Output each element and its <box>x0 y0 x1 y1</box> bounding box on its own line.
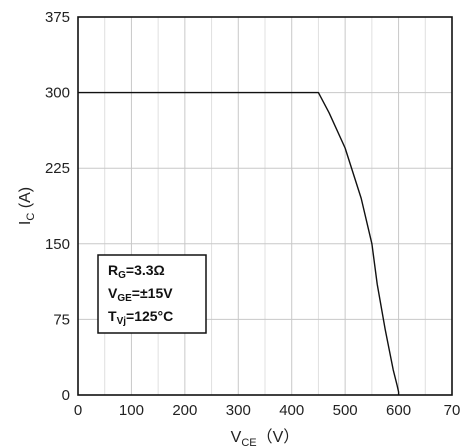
annotation-tvj: TVj=125°C <box>108 308 173 327</box>
annotation-tvj-sub: Vj <box>117 316 127 327</box>
x-tick-label: 600 <box>386 402 411 419</box>
annotation-vge-value: =±15V <box>132 285 173 301</box>
conditions-annotation: RG=3.3Ω VGE=±15V TVj=125°C <box>97 254 207 334</box>
annotation-vge: VGE=±15V <box>108 285 173 304</box>
y-axis-title: IC (A) <box>17 187 37 225</box>
annotation-vge-sub: GE <box>117 293 132 304</box>
grid-layer <box>78 17 452 395</box>
y-axis-title-unit: (A) <box>17 187 34 213</box>
x-axis-title-sub: CE <box>241 437 256 448</box>
annotation-tvj-value: =125°C <box>126 308 173 324</box>
y-tick-label: 150 <box>45 236 70 253</box>
y-tick-labels: 0 75 150 225 300 375 <box>45 9 70 404</box>
x-axis-title: VCE（V） <box>231 428 300 448</box>
y-tick-label: 75 <box>53 311 70 328</box>
x-tick-label: 200 <box>172 402 197 419</box>
annotation-rg-value: =3.3Ω <box>126 262 165 278</box>
y-tick-label: 375 <box>45 9 70 26</box>
series-layer <box>78 91 400 395</box>
plot-frame <box>77 16 453 396</box>
x-tick-label: 70 <box>444 402 461 419</box>
x-tick-label: 100 <box>119 402 144 419</box>
annotation-rg: RG=3.3Ω <box>108 262 165 281</box>
x-tick-label: 300 <box>226 402 251 419</box>
annotation-tvj-main: T <box>108 308 117 324</box>
annotation-box-border <box>97 254 207 334</box>
annotation-rg-sub: G <box>118 270 126 281</box>
x-axis-title-unit: （V） <box>257 428 300 446</box>
annotation-vge-main: V <box>108 285 118 301</box>
x-tick-label: 0 <box>74 402 82 419</box>
x-axis-title-main: V <box>231 429 242 446</box>
y-tick-label: 300 <box>45 85 70 102</box>
y-tick-label: 225 <box>45 160 70 177</box>
y-tick-label: 0 <box>62 387 70 404</box>
x-tick-label: 500 <box>333 402 358 419</box>
y-axis-title-main: I <box>17 221 34 225</box>
series-line-0 <box>78 91 400 395</box>
x-tick-label: 400 <box>279 402 304 419</box>
x-tick-labels: 0 100 200 300 400 500 600 70 <box>74 402 461 419</box>
y-axis-title-sub: C <box>25 213 37 221</box>
annotation-rg-main: R <box>108 262 118 278</box>
